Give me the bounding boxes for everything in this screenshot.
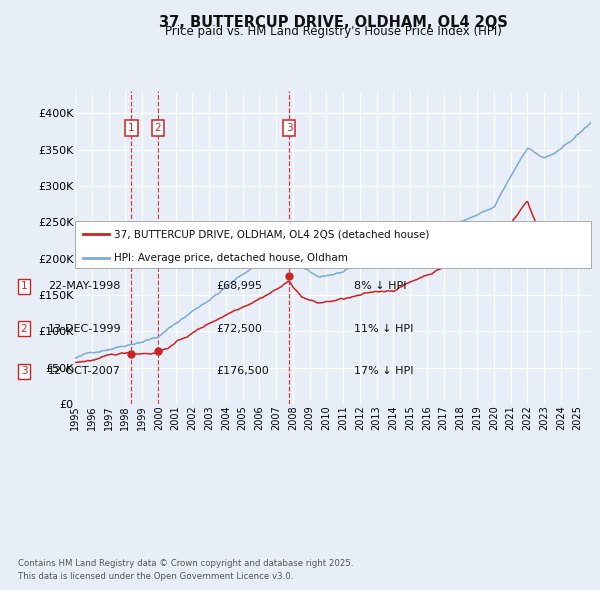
Text: 1: 1 xyxy=(128,123,135,133)
Text: £68,995: £68,995 xyxy=(216,281,262,291)
Text: 3: 3 xyxy=(20,366,28,376)
Text: 2: 2 xyxy=(20,324,28,333)
Text: 22-MAY-1998: 22-MAY-1998 xyxy=(48,281,121,291)
Text: HPI: Average price, detached house, Oldham: HPI: Average price, detached house, Oldh… xyxy=(114,253,347,263)
Text: £72,500: £72,500 xyxy=(216,324,262,333)
Text: This data is licensed under the Open Government Licence v3.0.: This data is licensed under the Open Gov… xyxy=(18,572,293,581)
Text: 37, BUTTERCUP DRIVE, OLDHAM, OL4 2QS (detached house): 37, BUTTERCUP DRIVE, OLDHAM, OL4 2QS (de… xyxy=(114,230,429,240)
Text: 17% ↓ HPI: 17% ↓ HPI xyxy=(354,366,413,376)
Text: 1: 1 xyxy=(20,281,28,291)
Text: 13-DEC-1999: 13-DEC-1999 xyxy=(48,324,122,333)
Text: 37, BUTTERCUP DRIVE, OLDHAM, OL4 2QS: 37, BUTTERCUP DRIVE, OLDHAM, OL4 2QS xyxy=(158,15,508,30)
Text: 8% ↓ HPI: 8% ↓ HPI xyxy=(354,281,407,291)
Text: 2: 2 xyxy=(155,123,161,133)
Text: £176,500: £176,500 xyxy=(216,366,269,376)
Text: 11% ↓ HPI: 11% ↓ HPI xyxy=(354,324,413,333)
Text: 3: 3 xyxy=(286,123,292,133)
Text: Contains HM Land Registry data © Crown copyright and database right 2025.: Contains HM Land Registry data © Crown c… xyxy=(18,559,353,568)
Text: Price paid vs. HM Land Registry's House Price Index (HPI): Price paid vs. HM Land Registry's House … xyxy=(164,25,502,38)
Text: 12-OCT-2007: 12-OCT-2007 xyxy=(48,366,121,376)
